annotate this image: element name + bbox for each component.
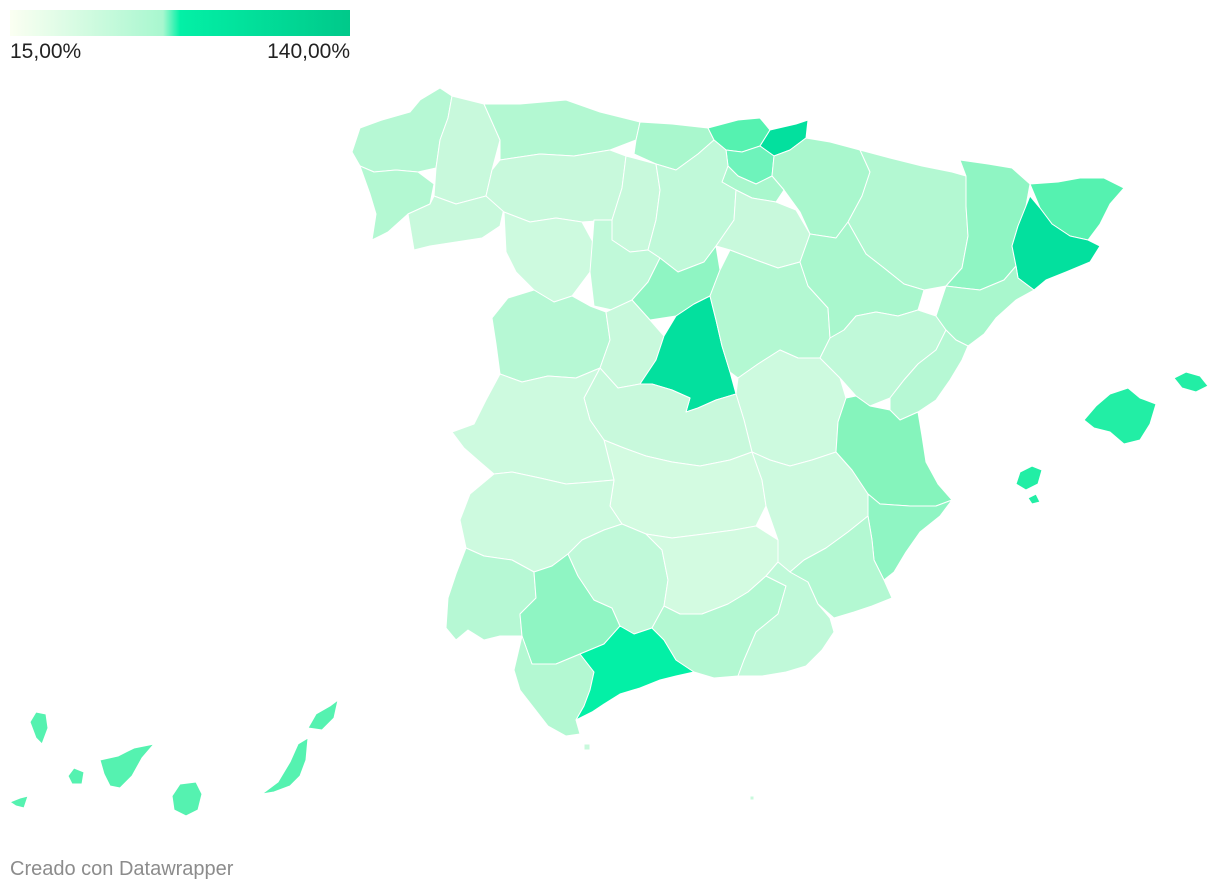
region-tarragona[interactable] [935,265,1035,347]
region-alicante[interactable] [867,493,953,581]
credit-text[interactable]: Creado con Datawrapper [10,858,234,880]
region-ourense[interactable] [407,195,505,251]
region-formentera[interactable] [1027,493,1041,505]
region-valencia[interactable] [835,395,953,507]
region-zamora[interactable] [503,211,595,303]
legend-min-label: 15,00% [10,40,82,63]
region-gran-canaria[interactable] [171,781,203,817]
region-salamanca[interactable] [491,289,611,383]
region-el-hierro[interactable] [9,795,29,809]
region-murcia[interactable] [789,515,893,619]
region-ibiza[interactable] [1015,465,1043,491]
region-tenerife[interactable] [99,743,155,789]
region-asturias[interactable] [483,99,641,161]
region-la-gomera[interactable] [67,767,85,785]
region-la-palma[interactable] [29,711,49,745]
region-barcelona[interactable] [1011,195,1101,291]
region-caceres[interactable] [451,367,615,485]
region-lanzarote[interactable] [307,699,339,731]
region-mallorca[interactable] [1083,387,1157,445]
region-melilla[interactable] [749,795,755,801]
legend-max-label: 140,00% [267,40,350,63]
region-fuerteventura[interactable] [261,737,309,795]
region-leon[interactable] [485,149,627,223]
region-ceuta[interactable] [583,743,591,751]
color-legend: 15,00% 140,00% [10,10,350,66]
region-castellon[interactable] [889,329,969,421]
region-menorca[interactable] [1173,371,1209,393]
region-huelva[interactable] [445,547,537,641]
region-malaga[interactable] [575,625,695,721]
legend-labels: 15,00% 140,00% [10,40,350,66]
legend-gradient-bar [10,10,350,36]
